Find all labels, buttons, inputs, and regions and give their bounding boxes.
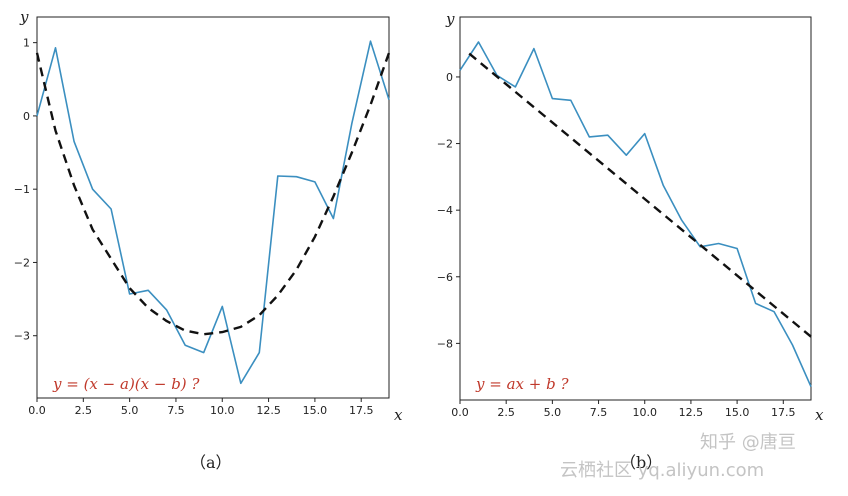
panel-b-xtick-label: 5.0: [544, 406, 562, 419]
watermark-line-2: 云栖社区 yq.aliyun.com: [560, 460, 764, 481]
panel-a-fit-curve: [35, 52, 391, 336]
panel-a-ytick-label: 1: [23, 37, 30, 50]
panel-a: 0.0 2.5 5.0 7.5 10.0 12.5 15.0 17.5 1 0 −1 −2 −3 y x…: [14, 8, 403, 472]
panel-a-ylabel: y: [19, 8, 29, 26]
panel-a-xtick-label: 12.5: [256, 404, 281, 417]
panel-a-ytick-label: −3: [14, 330, 30, 343]
panel-b-ytick-label: −4: [437, 204, 453, 217]
panel-a-ytick-label: −1: [14, 183, 30, 196]
panel-b-frame: [459, 16, 812, 401]
panel-b-ytick-label: 0: [446, 71, 453, 84]
panel-b-xtick-label: 17.5: [771, 406, 796, 419]
panel-b-ytick-label: −6: [437, 271, 453, 284]
panel-b-xtick-label: 2.5: [497, 406, 515, 419]
panel-a-xtick-label: 10.0: [210, 404, 235, 417]
panel-b-xtick-label: 0.0: [451, 406, 469, 419]
panel-b-caption: （b）: [620, 453, 662, 472]
panel-b-ytick-label: −8: [437, 337, 453, 350]
panel-b: 0.0 2.5 5.0 7.5 10.0 12.5 15.0 17.5 0 −2 −4 −6 −8 y …: [437, 10, 824, 472]
panel-a-xtick-label: 7.5: [167, 404, 185, 417]
panel-a-xlabel: x: [394, 406, 403, 424]
panel-a-xtick-label: 2.5: [75, 404, 93, 417]
watermark-line-1: 知乎 @唐亘: [700, 432, 796, 453]
panel-a-annotation: y = (x − a)(x − b) ?: [52, 375, 200, 393]
panel-a-ytick-label: −2: [14, 256, 30, 269]
panel-b-ytick-label: −2: [437, 138, 453, 151]
panel-b-xtick-label: 7.5: [590, 406, 608, 419]
panel-a-data-line: [36, 40, 390, 385]
panel-a-xtick-label: 17.5: [349, 404, 374, 417]
panel-a-xtick-label: 15.0: [303, 404, 328, 417]
panel-b-xtick-label: 12.5: [679, 406, 704, 419]
panel-b-annotation: y = ax + b ?: [475, 375, 569, 393]
panel-a-xtick-label: 5.0: [121, 404, 139, 417]
panel-b-ylabel: y: [445, 10, 455, 28]
panel-a-caption: （a）: [190, 453, 232, 472]
panel-b-xtick-label: 15.0: [725, 406, 750, 419]
panel-b-xlabel: x: [815, 406, 824, 424]
panel-a-xtick-label: 0.0: [28, 404, 46, 417]
panel-b-xtick-label: 10.0: [632, 406, 657, 419]
panel-a-ytick-label: 0: [23, 110, 30, 123]
panel-a-frame: [36, 16, 390, 399]
panel-b-data-line: [459, 41, 812, 388]
